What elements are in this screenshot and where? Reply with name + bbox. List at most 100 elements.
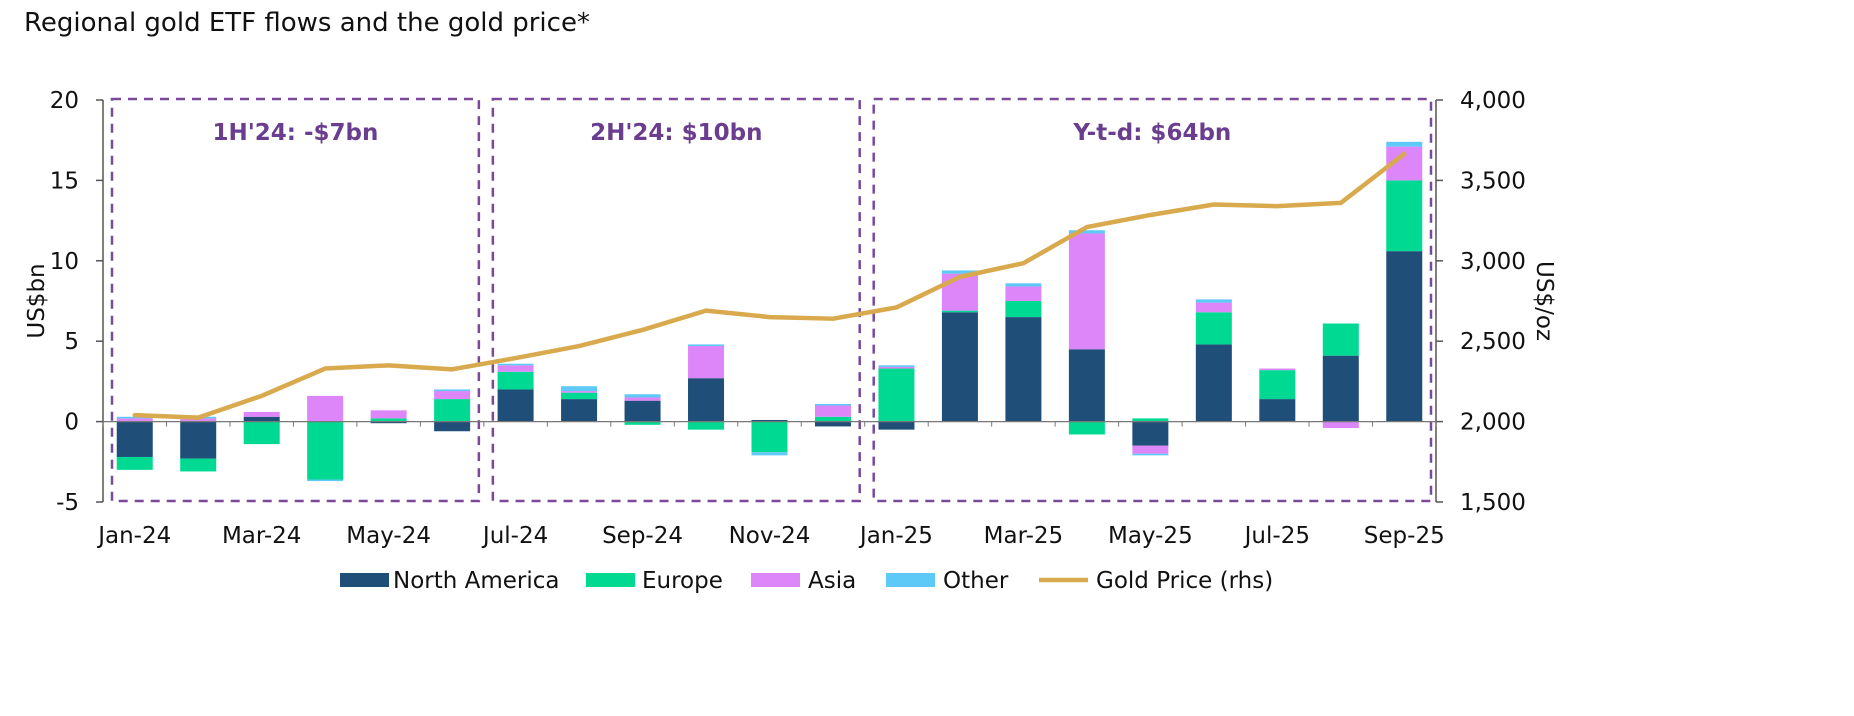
x-tick-label: Sep-24	[602, 523, 683, 549]
bar-asia-dec-24	[814, 405, 851, 417]
bar-europe-mar-24	[243, 421, 280, 445]
bar-other-may-25	[1132, 453, 1169, 456]
bar-north-america-nov-24	[751, 419, 788, 422]
bar-other-jan-24	[116, 416, 153, 419]
right-tick-label: 2,000	[1460, 410, 1526, 436]
bar-north-america-feb-24	[180, 421, 217, 459]
x-tick-label: May-25	[1108, 523, 1193, 549]
bar-other-mar-25	[1005, 283, 1042, 287]
bar-north-america-jul-25	[1259, 399, 1296, 422]
bar-other-sep-25	[1386, 141, 1423, 147]
bar-other-apr-24	[307, 479, 344, 482]
left-tick-label: -5	[56, 490, 79, 516]
bar-other-jan-25	[878, 365, 915, 367]
bar-asia-mar-25	[1005, 286, 1042, 301]
bar-europe-jun-24	[434, 399, 471, 422]
right-tick-label: 4,000	[1460, 88, 1526, 114]
bar-asia-jun-24	[434, 391, 471, 400]
x-tick-label: Jan-25	[858, 523, 933, 549]
bar-europe-feb-25	[941, 310, 978, 313]
bar-north-america-may-25	[1132, 421, 1169, 446]
bar-europe-dec-24	[814, 416, 851, 422]
gold-price-line-group	[132, 151, 1407, 420]
legend-label-north-america: North America	[393, 568, 560, 594]
right-tick-label: 3,500	[1460, 168, 1526, 194]
bar-north-america-sep-24	[624, 400, 661, 422]
bar-asia-jun-25	[1195, 302, 1232, 313]
bar-europe-apr-24	[307, 421, 344, 480]
x-tick-label: Jan-24	[96, 523, 171, 549]
period-label-2: 2H'24: $10bn	[590, 120, 762, 146]
bar-north-america-jan-24	[116, 421, 153, 457]
bar-other-jun-24	[434, 389, 471, 392]
bar-europe-may-24	[370, 418, 407, 422]
right-tick-label: 2,500	[1460, 329, 1526, 355]
bar-asia-feb-25	[941, 273, 978, 311]
bar-asia-jul-24	[497, 365, 534, 372]
bar-europe-sep-25	[1386, 180, 1423, 252]
legend-swatch-north-america	[340, 573, 389, 587]
bar-asia-feb-24	[180, 418, 217, 422]
y-axis-title: US$bn	[24, 263, 50, 338]
bar-europe-sep-24	[624, 421, 661, 425]
bar-europe-aug-24	[561, 392, 598, 400]
bar-other-feb-25	[941, 270, 978, 274]
bar-asia-jul-25	[1259, 368, 1296, 371]
bar-europe-jun-25	[1195, 312, 1232, 345]
bar-europe-mar-25	[1005, 301, 1042, 318]
bar-north-america-jan-25	[878, 421, 915, 430]
legend-swatch-europe	[586, 573, 635, 587]
bar-europe-apr-25	[1068, 421, 1105, 435]
bar-north-america-oct-24	[688, 378, 725, 422]
bar-north-america-feb-25	[941, 312, 978, 422]
period-box-1	[110, 97, 481, 503]
bar-other-sep-24	[624, 394, 661, 398]
bar-europe-feb-24	[180, 458, 217, 472]
x-tick-label: Jul-25	[1243, 523, 1310, 549]
period-box-2	[491, 97, 861, 503]
bar-asia-may-24	[370, 410, 407, 419]
bar-europe-may-25	[1132, 418, 1169, 422]
bar-other-oct-24	[688, 344, 725, 347]
legend-label-other: Other	[943, 568, 1009, 594]
bar-europe-aug-25	[1322, 323, 1359, 356]
left-tick-label: 5	[64, 329, 79, 355]
bar-other-jun-25	[1195, 299, 1232, 303]
bar-other-aug-24	[561, 386, 598, 392]
bar-europe-oct-24	[688, 421, 725, 430]
right-tick-label: 3,000	[1460, 249, 1526, 275]
x-tick-label: Mar-24	[222, 523, 302, 549]
legend-swatch-asia	[751, 573, 800, 587]
left-tick-label: 0	[64, 410, 79, 436]
x-tick-label: May-24	[346, 523, 431, 549]
bar-north-america-jun-24	[434, 421, 471, 432]
bar-asia-aug-24	[561, 391, 598, 393]
chart-title: Regional gold ETF flows and the gold pri…	[24, 8, 590, 38]
bar-other-dec-24	[814, 403, 851, 406]
period-label-1: 1H'24: -$7bn	[212, 120, 378, 146]
bar-asia-apr-24	[307, 395, 344, 422]
bar-north-america-dec-24	[814, 421, 851, 427]
bar-series	[116, 141, 1423, 482]
left-tick-label: 10	[50, 249, 79, 275]
axes: 20 15 10 5 0 -5 4,000 3,500 3,000 2,500 2,000 1,500…	[24, 88, 1557, 549]
right-tick-label: 1,500	[1460, 490, 1526, 516]
legend: North America Europe Asia Other Gold Price (…	[340, 568, 1273, 594]
bar-north-america-may-24	[370, 421, 407, 424]
bar-north-america-mar-24	[243, 416, 280, 422]
bar-north-america-aug-25	[1322, 355, 1359, 422]
x-tick-label: Jul-24	[481, 523, 548, 549]
bar-north-america-apr-25	[1068, 349, 1105, 422]
bar-europe-jan-24	[116, 456, 153, 470]
period-boxes: 1H'24: -$7bn 2H'24: $10bn Y-t-d: $64bn	[110, 97, 1433, 503]
left-tick-label: 15	[50, 168, 79, 194]
legend-swatch-other	[886, 573, 935, 587]
bar-asia-may-25	[1132, 445, 1169, 454]
period-label-3: Y-t-d: $64bn	[1072, 120, 1231, 146]
bar-asia-aug-25	[1322, 421, 1359, 429]
legend-label-asia: Asia	[808, 568, 856, 594]
x-tick-label: Nov-24	[729, 523, 811, 549]
bar-asia-sep-24	[624, 397, 661, 401]
bar-europe-nov-24	[751, 421, 788, 453]
period-box-3	[872, 97, 1433, 503]
